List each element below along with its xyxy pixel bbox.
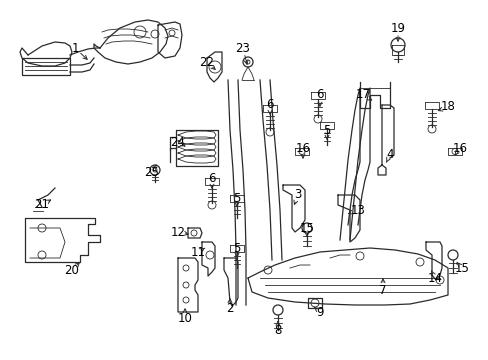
Text: 19: 19 — [390, 22, 405, 35]
Text: 5: 5 — [323, 123, 330, 136]
Text: 22: 22 — [199, 55, 214, 68]
Text: 10: 10 — [177, 311, 192, 324]
Text: 6: 6 — [265, 99, 273, 112]
Text: 7: 7 — [379, 284, 386, 297]
Text: 6: 6 — [208, 171, 215, 184]
Text: 18: 18 — [440, 100, 454, 113]
Text: 4: 4 — [386, 148, 393, 162]
Text: 21: 21 — [35, 198, 49, 211]
Text: 14: 14 — [427, 271, 442, 284]
Text: 25: 25 — [144, 166, 159, 179]
Text: 9: 9 — [316, 306, 323, 319]
Text: 16: 16 — [451, 141, 467, 154]
Text: 2: 2 — [226, 302, 233, 315]
Text: 23: 23 — [235, 41, 250, 54]
Text: 15: 15 — [299, 221, 314, 234]
Text: 11: 11 — [190, 246, 205, 258]
Text: 3: 3 — [294, 189, 301, 202]
Text: 12: 12 — [170, 225, 185, 238]
Text: 6: 6 — [316, 89, 323, 102]
Text: 24: 24 — [170, 135, 185, 148]
Text: 5: 5 — [233, 192, 240, 204]
Text: 1: 1 — [71, 41, 79, 54]
Text: 13: 13 — [350, 203, 365, 216]
Text: 8: 8 — [274, 324, 281, 337]
Text: 17: 17 — [355, 89, 370, 102]
Text: 5: 5 — [233, 242, 240, 255]
Text: 16: 16 — [295, 141, 310, 154]
Text: 15: 15 — [454, 261, 468, 274]
Text: 20: 20 — [64, 264, 79, 276]
